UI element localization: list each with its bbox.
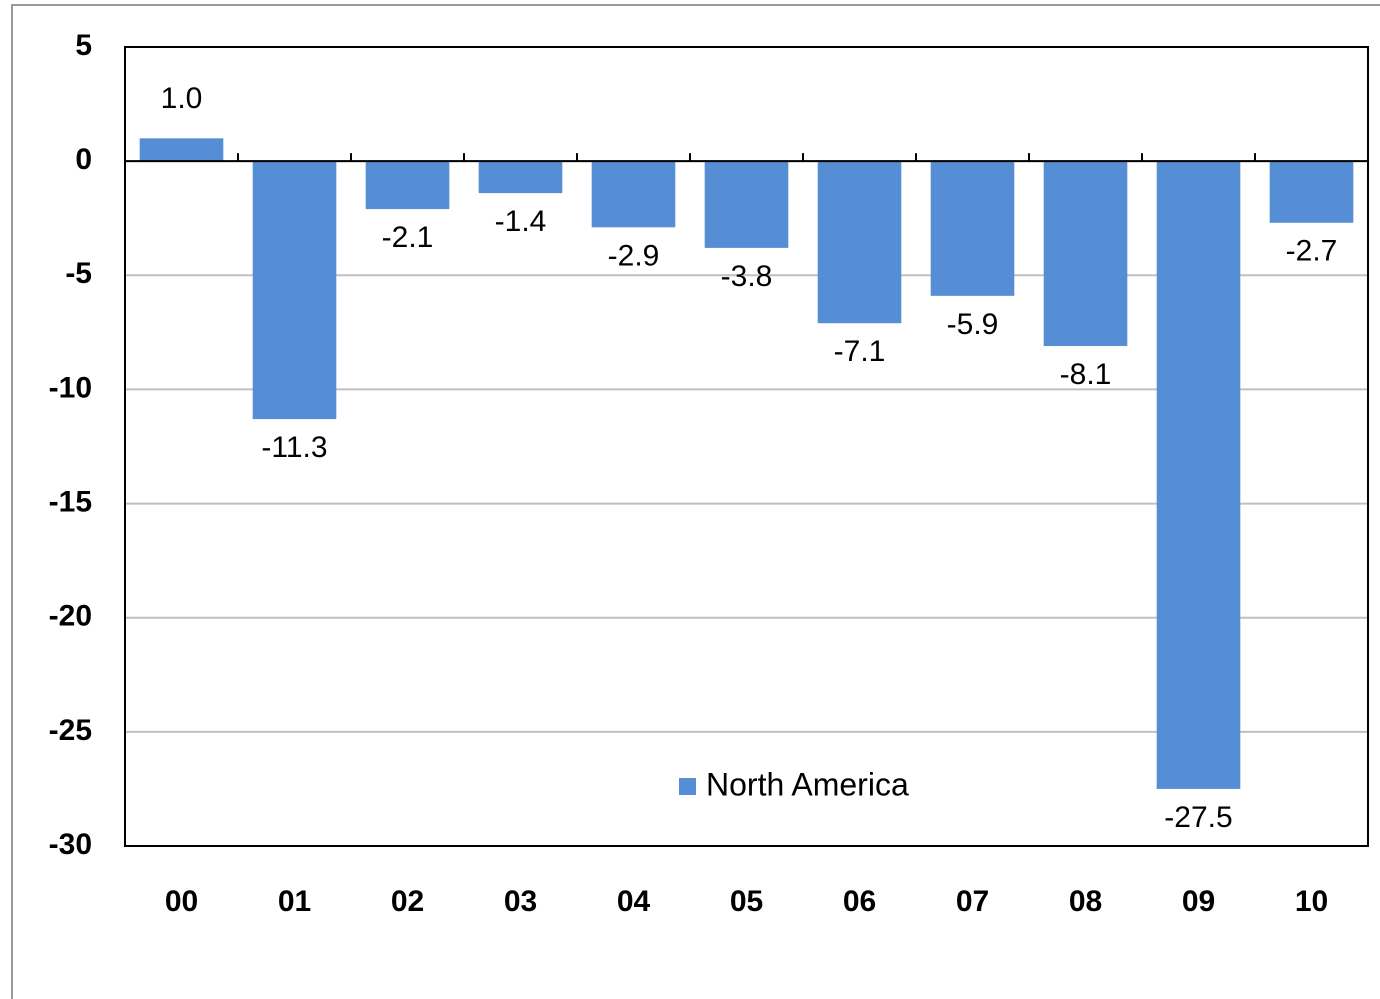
x-tick-label: 06: [843, 885, 876, 918]
value-label: 1.0: [161, 82, 203, 115]
x-tick-label: 07: [956, 885, 989, 918]
bar: [252, 161, 337, 420]
value-label: -11.3: [261, 431, 327, 464]
legend-label: North America: [706, 766, 909, 802]
bar: [478, 161, 563, 194]
bar: [1043, 161, 1128, 347]
value-label: -2.7: [1286, 235, 1338, 268]
x-tick-label: 00: [165, 885, 198, 918]
x-tick-label: 05: [730, 885, 763, 918]
x-tick-label: 08: [1069, 885, 1102, 918]
y-tick-label: -25: [49, 714, 92, 747]
value-label: -7.1: [834, 335, 886, 368]
plot-border: [124, 46, 1369, 847]
bar: [1156, 161, 1241, 789]
value-label: -1.4: [495, 205, 547, 238]
x-tick-label: 04: [617, 885, 651, 918]
bar: [817, 161, 902, 324]
chart-frame: [11, 4, 1380, 999]
x-tick-label: 03: [504, 885, 537, 918]
value-label: -27.5: [1164, 801, 1232, 834]
value-label: -8.1: [1060, 358, 1112, 391]
y-tick-label: 0: [75, 143, 92, 176]
value-label: -2.9: [608, 239, 660, 272]
value-label: -5.9: [947, 308, 999, 341]
y-tick-label: -5: [65, 257, 92, 290]
bar: [591, 161, 676, 228]
legend-swatch: [679, 778, 696, 795]
y-tick-label: -30: [49, 828, 92, 861]
value-label: -2.1: [382, 221, 434, 254]
y-tick-label: -20: [49, 600, 92, 633]
x-tick-label: 01: [278, 885, 311, 918]
y-tick-label: 5: [75, 29, 92, 62]
bar: [139, 138, 224, 162]
value-label: -3.8: [721, 260, 773, 293]
bar: [1269, 161, 1354, 223]
x-tick-label: 09: [1182, 885, 1215, 918]
bar: [930, 161, 1015, 296]
bar: [704, 161, 789, 248]
x-tick-label: 02: [391, 885, 424, 918]
x-tick-label: 10: [1295, 885, 1328, 918]
y-tick-label: -15: [49, 485, 92, 518]
y-tick-label: -10: [49, 371, 92, 404]
bar: [365, 161, 450, 210]
